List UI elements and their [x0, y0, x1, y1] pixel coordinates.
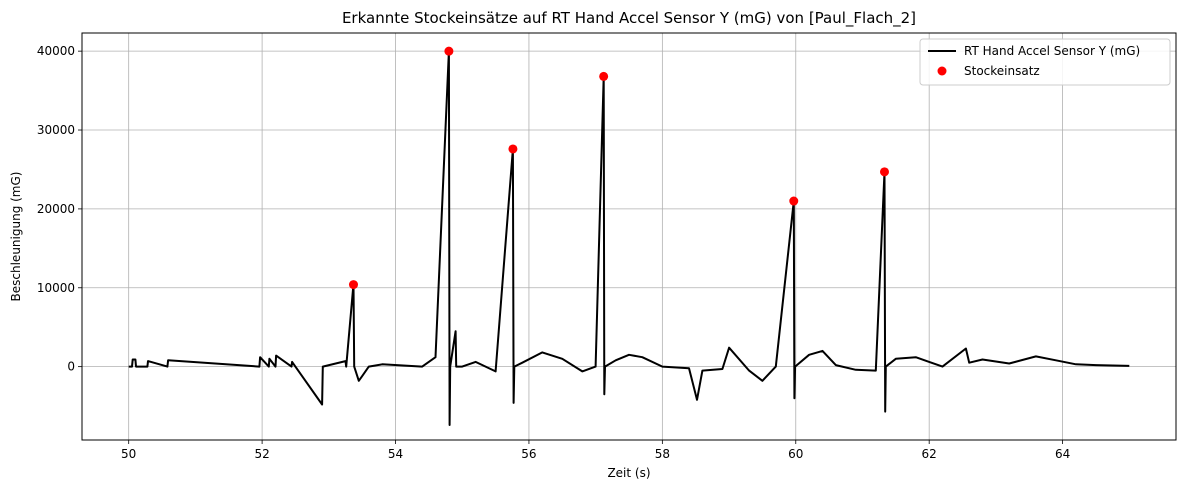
legend-label-line: RT Hand Accel Sensor Y (mG) [964, 44, 1140, 58]
y-axis-ticks: 0 10000 20000 30000 40000 [37, 44, 82, 374]
x-tick-label: 60 [788, 447, 803, 461]
x-tick-label: 58 [655, 447, 670, 461]
legend-box [919, 38, 1171, 86]
y-axis-label: Beschleunigung (mG) [9, 172, 23, 302]
x-tick-label: 64 [1055, 447, 1070, 461]
legend-marker-swatch [937, 66, 947, 76]
stockeinsatz-marker [879, 167, 889, 177]
stockeinsatz-marker [599, 71, 609, 81]
y-tick-label: 40000 [37, 44, 75, 58]
stockeinsatz-marker [508, 144, 518, 154]
x-tick-label: 50 [121, 447, 136, 461]
x-tick-label: 52 [254, 447, 269, 461]
x-tick-label: 56 [521, 447, 536, 461]
legend-label-marker: Stockeinsatz [964, 64, 1040, 78]
y-tick-label: 0 [67, 360, 75, 374]
x-tick-label: 62 [922, 447, 937, 461]
chart-title: Erkannte Stockeinsätze auf RT Hand Accel… [342, 9, 916, 28]
grid-lines [82, 33, 1176, 440]
y-tick-label: 10000 [37, 281, 75, 295]
stockeinsatz-marker [444, 46, 454, 56]
series-layer [128, 46, 1130, 426]
series-line-0 [128, 50, 1130, 426]
x-axis-label: Zeit (s) [607, 466, 650, 480]
plot-frame [81, 32, 1177, 441]
y-tick-label: 20000 [37, 202, 75, 216]
stockeinsatz-marker [348, 280, 358, 290]
x-axis-ticks: 50 52 54 56 58 60 62 64 [121, 440, 1070, 461]
stockeinsatz-marker [789, 196, 799, 206]
legend: RT Hand Accel Sensor Y (mG) Stockeinsatz [919, 38, 1171, 86]
x-tick-label: 54 [388, 447, 403, 461]
y-tick-label: 30000 [37, 123, 75, 137]
